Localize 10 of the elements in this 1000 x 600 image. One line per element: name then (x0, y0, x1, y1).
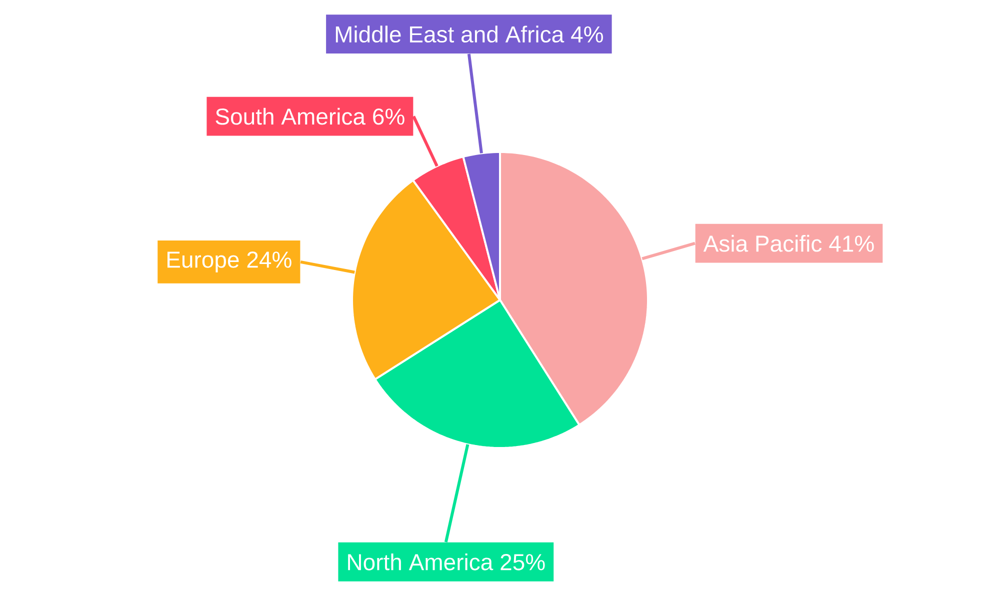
data-label: 6% (373, 108, 404, 125)
data-label: 24% (247, 252, 292, 268)
slice-label: Middle East and Africa (336, 26, 564, 43)
data-label: 4% (571, 26, 603, 42)
slice-label: Asia Pacific (703, 234, 822, 252)
slice-label: North America (348, 553, 494, 570)
data-label: 25% (500, 554, 545, 570)
slice-label: Europe (167, 252, 239, 272)
data-label: 41% (829, 236, 874, 252)
slice-label: South America (216, 108, 366, 125)
